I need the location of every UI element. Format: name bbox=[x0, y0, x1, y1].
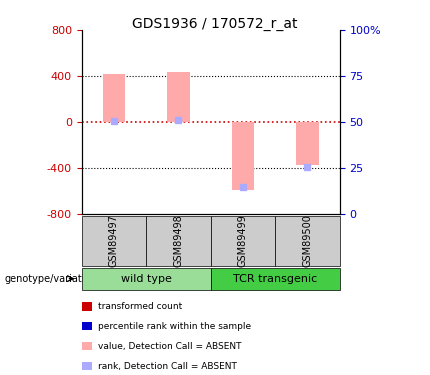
Text: genotype/variation: genotype/variation bbox=[4, 274, 97, 284]
Text: value, Detection Call = ABSENT: value, Detection Call = ABSENT bbox=[98, 342, 242, 351]
Text: TCR transgenic: TCR transgenic bbox=[233, 274, 317, 284]
Text: GSM89497: GSM89497 bbox=[109, 214, 119, 267]
Bar bbox=[103, 74, 125, 122]
Text: transformed count: transformed count bbox=[98, 302, 182, 311]
Bar bbox=[167, 72, 190, 122]
Bar bbox=[296, 122, 319, 165]
Text: percentile rank within the sample: percentile rank within the sample bbox=[98, 322, 251, 331]
Text: wild type: wild type bbox=[121, 274, 172, 284]
Text: GDS1936 / 170572_r_at: GDS1936 / 170572_r_at bbox=[132, 17, 298, 31]
Text: GSM89500: GSM89500 bbox=[302, 214, 313, 267]
Bar bbox=[232, 122, 254, 190]
Text: GSM89499: GSM89499 bbox=[238, 214, 248, 267]
Text: rank, Detection Call = ABSENT: rank, Detection Call = ABSENT bbox=[98, 362, 237, 370]
Text: GSM89498: GSM89498 bbox=[173, 214, 184, 267]
